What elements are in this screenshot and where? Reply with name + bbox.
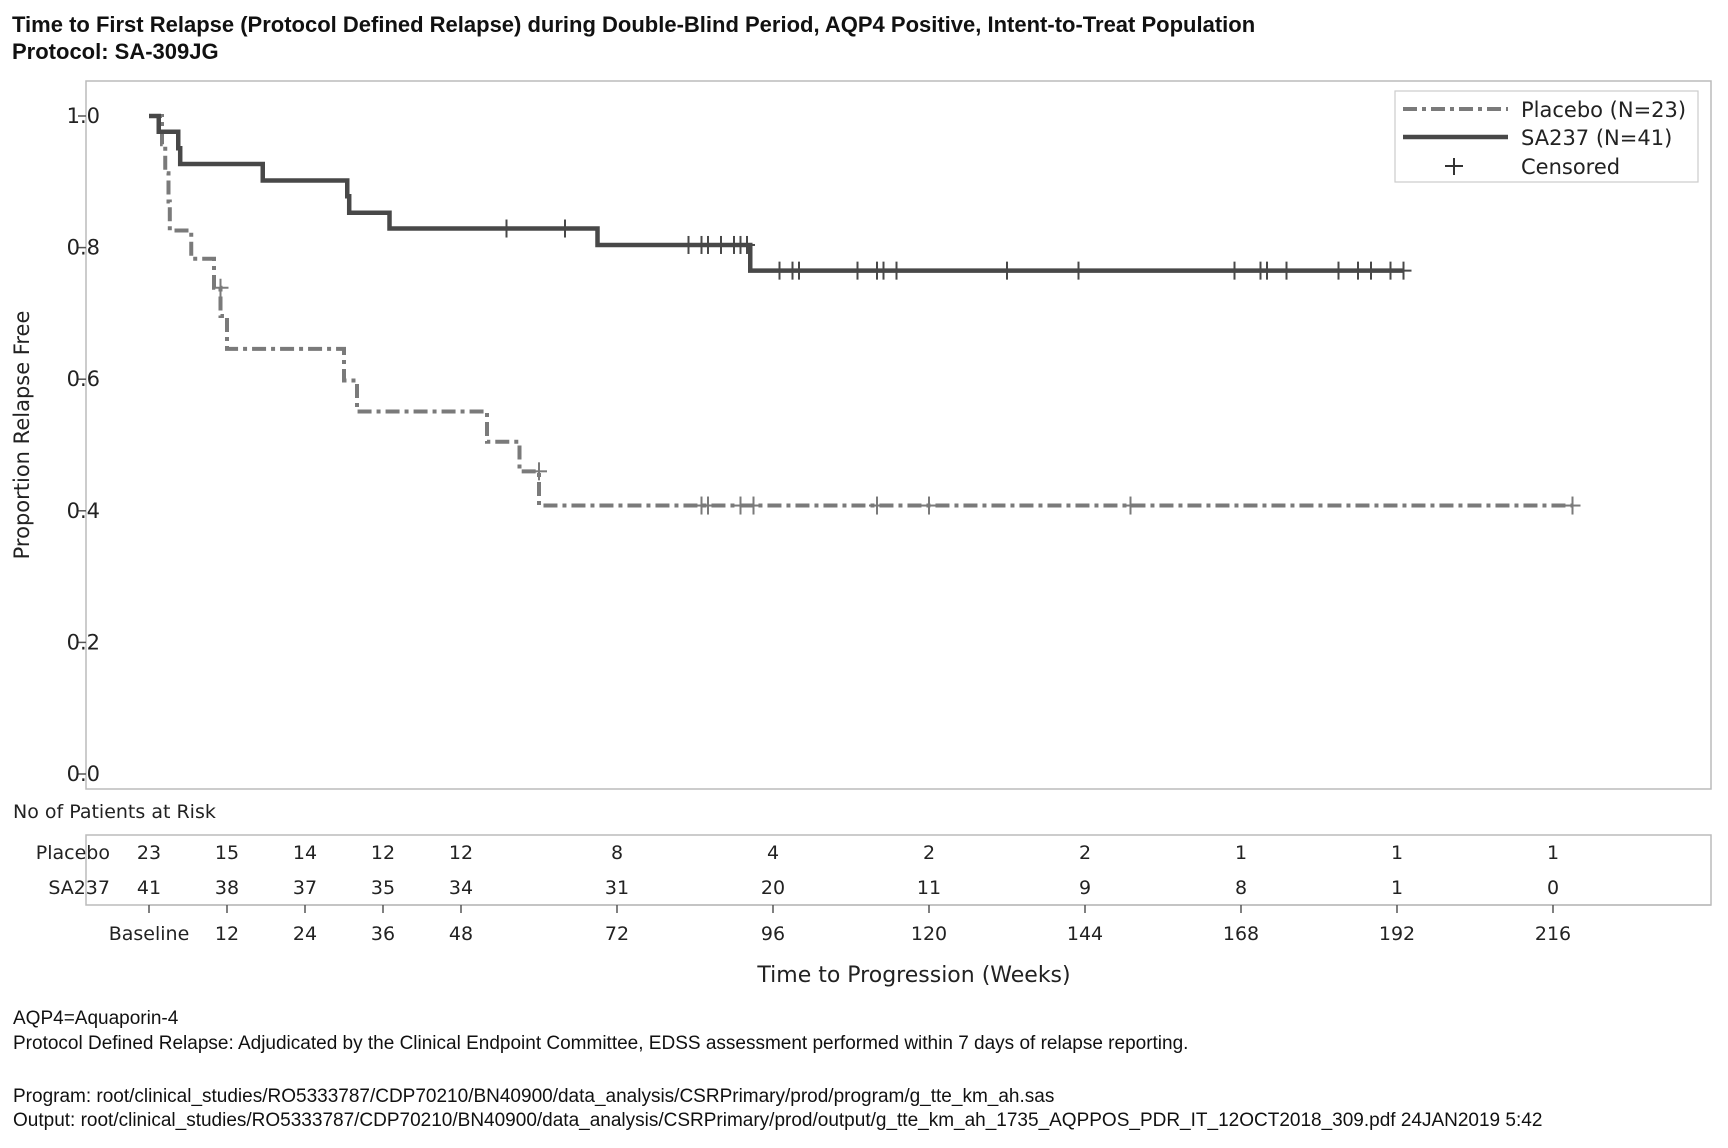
x-tick-label-7: 120	[911, 923, 947, 945]
x-axis: Baseline 12 24 36 48 72 96 120 144 168 192 216	[109, 905, 1571, 945]
at-risk-row-label-sa237: SA237	[48, 877, 110, 899]
sa237-censor-mark-0	[498, 219, 515, 238]
at-risk-sa237-cell-7: 11	[917, 877, 941, 899]
sa237-censor-mark-22	[1330, 261, 1347, 280]
at-risk-placebo-cell-5: 8	[611, 842, 623, 864]
x-tick-label-6: 96	[761, 923, 785, 945]
legend: Placebo (N=23) SA237 (N=41) Censored	[1394, 90, 1699, 183]
sa237-censor-mark-16	[999, 261, 1015, 280]
at-risk-placebo-cell-3: 12	[371, 842, 395, 864]
placebo-censor-mark-0	[212, 278, 229, 297]
at-risk-placebo-cell-6: 4	[767, 842, 779, 864]
y-tick-label-2: 0.4	[67, 499, 100, 523]
sa237-censor-mark-1	[557, 219, 573, 238]
at-risk-sa237-cell-5: 31	[605, 877, 629, 899]
at-risk-sa237-cell-6: 20	[761, 877, 785, 899]
plot-frame	[85, 80, 1712, 790]
x-tick-label-8: 144	[1067, 923, 1103, 945]
at-risk-title: No of Patients at Risk	[13, 801, 216, 823]
x-tick-label-9: 168	[1223, 923, 1259, 945]
placebo-censor-mark-9	[1564, 496, 1581, 515]
placebo-censor-mark-6	[869, 496, 885, 515]
x-tick-label-11: 216	[1535, 923, 1571, 945]
sa237-censor-mark-11	[791, 261, 807, 280]
at-risk-placebo-cell-9: 1	[1235, 842, 1247, 864]
legend-censored-marker	[1445, 158, 1463, 175]
at-risk-placebo-cell-4: 12	[449, 842, 473, 864]
sa237-curve	[149, 113, 1404, 273]
footnote-program: Program: root/clinical_studies/RO5333787…	[13, 1086, 1054, 1107]
sa237-censor-mark-12	[849, 261, 866, 280]
plot-area	[149, 113, 1581, 515]
at-risk-table	[85, 834, 1712, 906]
placebo-censor-mark-8	[1122, 496, 1139, 515]
x-tick-label-4: 48	[449, 923, 473, 945]
y-tick-label-4: 0.8	[67, 236, 100, 260]
at-risk-sa237-cell-9: 8	[1235, 877, 1247, 899]
x-tick-label-10: 192	[1379, 923, 1415, 945]
at-risk-placebo-cell-8: 2	[1079, 842, 1091, 864]
x-tick-label-3: 36	[371, 923, 395, 945]
at-risk-sa237-cell-10: 1	[1391, 877, 1403, 899]
placebo-censor-mark-7	[921, 496, 937, 515]
at-risk-row-label-placebo: Placebo	[36, 842, 110, 864]
chart-title: Time to First Relapse (Protocol Defined …	[12, 12, 1255, 37]
at-risk-placebo-cell-10: 1	[1391, 842, 1403, 864]
y-tick-label-1: 0.2	[67, 630, 100, 654]
at-risk-sa237-cell-8: 9	[1079, 877, 1091, 899]
legend-placebo-label: Placebo (N=23)	[1521, 98, 1686, 122]
placebo-censor-mark-5	[745, 496, 762, 515]
at-risk-sa237-cell-11: 0	[1547, 877, 1559, 899]
at-risk-placebo-cell-0: 23	[137, 842, 161, 864]
y-axis: 0.0 0.2 0.4 0.6 0.8 1.0	[67, 104, 100, 786]
sa237-censor-mark-26	[1395, 261, 1412, 280]
at-risk-sa237-cell-0: 41	[137, 877, 161, 899]
at-risk-placebo-cell-1: 15	[215, 842, 239, 864]
at-risk-sa237-cell-2: 37	[293, 877, 317, 899]
y-tick-label-3: 0.6	[67, 367, 100, 391]
y-tick-label-0: 0.0	[67, 762, 100, 786]
x-tick-label-1: 12	[215, 923, 239, 945]
protocol-label: Protocol: SA-309JG	[12, 39, 219, 64]
at-risk-placebo-cell-11: 1	[1547, 842, 1559, 864]
sa237-censor-mark-20	[1259, 261, 1275, 280]
at-risk-sa237-cell-1: 38	[215, 877, 239, 899]
legend-sa237-label: SA237 (N=41)	[1521, 126, 1672, 150]
x-tick-label-0: Baseline	[109, 923, 190, 945]
sa237-censor-mark-21	[1278, 261, 1295, 280]
legend-censored-label: Censored	[1521, 155, 1620, 179]
sa237-censor-mark-15	[888, 261, 905, 280]
at-risk-sa237-cell-3: 35	[371, 877, 395, 899]
y-axis-label: Proportion Relapse Free	[10, 311, 34, 560]
placebo-censor-mark-1	[531, 462, 547, 481]
at-risk-cells: 23 15 14 12 12 8 4 2 2 1 1 141 38 37 35 34 31 20 11 9 8 1 0	[137, 842, 1559, 899]
at-risk-placebo-cell-7: 2	[923, 842, 935, 864]
x-tick-label-5: 72	[605, 923, 629, 945]
at-risk-sa237-cell-4: 34	[449, 877, 473, 899]
at-risk-placebo-cell-2: 14	[293, 842, 317, 864]
footnote-abbreviation: AQP4=Aquaporin-4	[13, 1008, 179, 1029]
sa237-censor-mark-8	[739, 235, 755, 254]
x-axis-label: Time to Progression (Weeks)	[756, 963, 1070, 988]
footnote-output: Output: root/clinical_studies/RO5333787/…	[13, 1110, 1542, 1131]
sa237-censor-mark-18	[1226, 261, 1243, 280]
placebo-curve	[149, 114, 1573, 508]
footnote-definition: Protocol Defined Relapse: Adjudicated by…	[13, 1033, 1188, 1054]
sa237-censor-mark-17	[1070, 261, 1087, 280]
y-tick-label-5: 1.0	[67, 104, 100, 128]
sa237-censor-mark-24	[1363, 261, 1379, 280]
x-tick-label-2: 24	[293, 923, 317, 945]
placebo-censor-mark-3	[700, 496, 716, 515]
